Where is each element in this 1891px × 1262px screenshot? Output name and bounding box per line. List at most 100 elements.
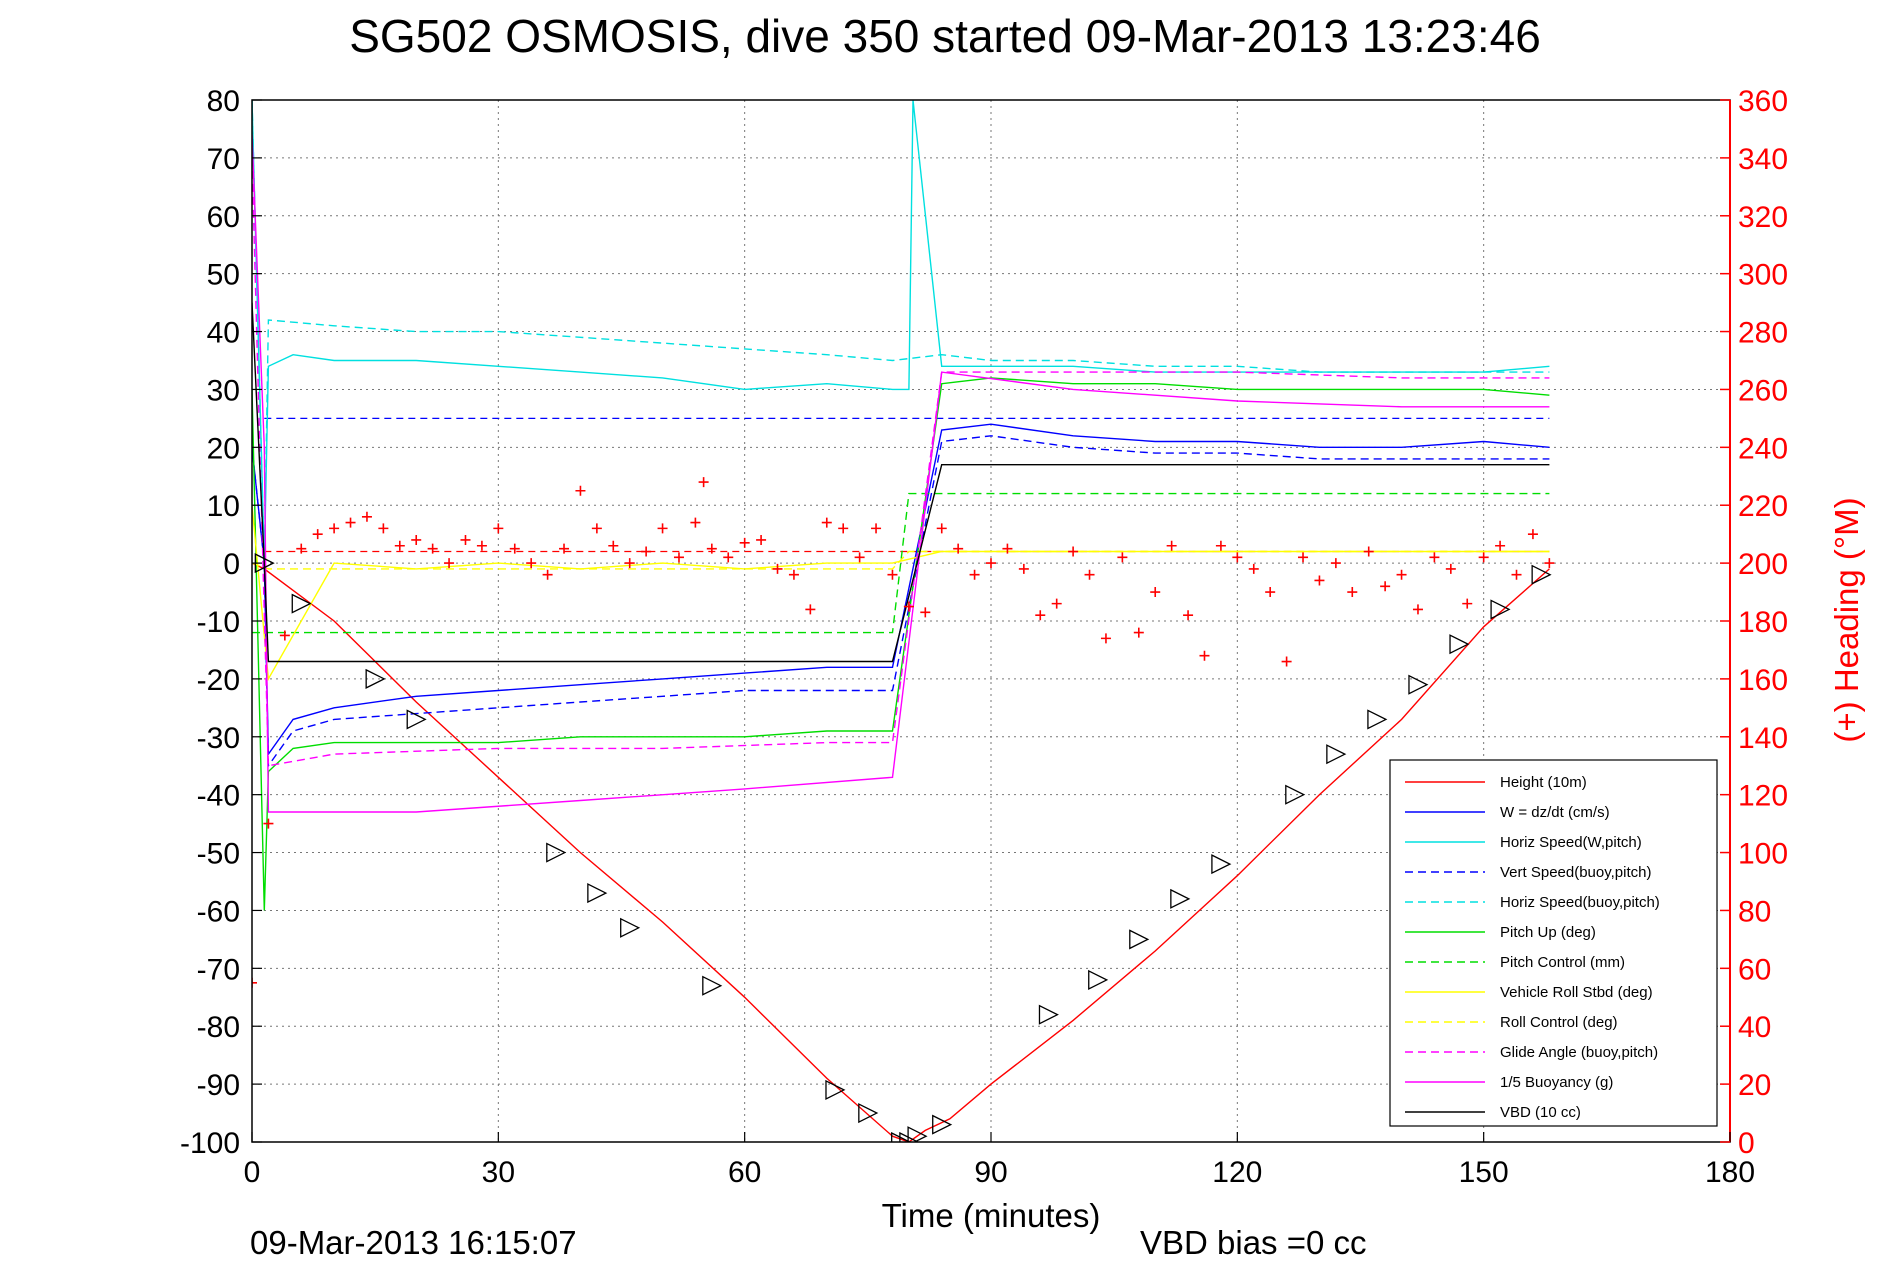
heading-point	[838, 523, 849, 534]
turn-marker	[1211, 854, 1232, 875]
x-tick-label: 60	[728, 1156, 761, 1189]
heading-point	[1412, 604, 1423, 615]
heading-point	[756, 534, 767, 545]
heading-point	[1462, 598, 1473, 609]
heading-point	[591, 523, 602, 534]
heading-point	[1298, 552, 1309, 563]
turn-marker	[1408, 674, 1429, 695]
heading-point	[460, 534, 471, 545]
heading-point	[526, 558, 537, 569]
heading-point	[493, 523, 504, 534]
heading-point	[1117, 552, 1128, 563]
y-tick-label: 30	[207, 374, 240, 407]
legend-entry-4: Horiz Speed(buoy,pitch)	[1500, 894, 1660, 911]
heading-point	[1100, 633, 1111, 644]
heading-point	[608, 540, 619, 551]
heading-point	[1330, 558, 1341, 569]
legend: Height (10m) W = dz/dt (cm/s) Horiz Speed(…	[1389, 759, 1718, 1127]
right-tick-label: 160	[1738, 664, 1788, 697]
series-line-11	[252, 302, 1550, 663]
heading-point	[1265, 587, 1276, 598]
y-tick-label: -90	[197, 1069, 240, 1102]
heading-point	[1183, 610, 1194, 621]
heading-point	[706, 543, 717, 554]
y-tick-label: -70	[197, 953, 240, 986]
series-line-3	[252, 435, 1550, 768]
y-tick-label: 0	[223, 548, 240, 581]
turn-marker	[1367, 709, 1388, 730]
legend-entry-7: Vehicle Roll Stbd (deg)	[1500, 984, 1653, 1001]
legend-box	[1389, 759, 1718, 1127]
series-line-5	[252, 377, 1550, 911]
heading-point	[1396, 569, 1407, 580]
turn-marker	[825, 1079, 846, 1100]
turn-marker	[1285, 784, 1306, 805]
heading-point	[854, 552, 865, 563]
y-tick-label: 50	[207, 259, 240, 292]
heading-point	[953, 543, 964, 554]
right-tick-label: 100	[1738, 838, 1788, 871]
heading-point	[1495, 540, 1506, 551]
legend-entry-3: Vert Speed(buoy,pitch)	[1500, 864, 1651, 881]
y-tick-label: -100	[180, 1127, 240, 1160]
heading-point	[1380, 581, 1391, 592]
series-line-6	[252, 492, 1550, 634]
right-tick-label: 200	[1738, 548, 1788, 581]
turn-marker	[702, 975, 723, 996]
x-tick-label: 180	[1705, 1156, 1755, 1189]
turn-marker	[365, 668, 386, 689]
heading-point	[871, 523, 882, 534]
x-tick-label: 150	[1459, 1156, 1509, 1189]
y-tick-label: 10	[207, 490, 240, 523]
legend-entry-0: Height (10m)	[1500, 774, 1587, 791]
heading-point	[1478, 552, 1489, 563]
series-line-7	[252, 505, 1550, 682]
heading-point	[1281, 656, 1292, 667]
right-tick-label: 340	[1738, 143, 1788, 176]
heading-point	[673, 552, 684, 563]
heading-point	[1232, 552, 1243, 563]
series-line-0	[252, 562, 1550, 1142]
y-tick-label: -10	[197, 606, 240, 639]
heading-point	[969, 569, 980, 580]
series-line-2	[252, 100, 1550, 564]
series-line-1	[252, 423, 1550, 757]
heading-point	[986, 558, 996, 569]
turn-marker	[932, 1114, 953, 1135]
heading-point	[1429, 552, 1440, 563]
turn-marker	[587, 883, 608, 904]
turn-marker	[406, 709, 427, 730]
heading-point	[920, 607, 931, 618]
y-tick-label: 80	[207, 85, 240, 118]
y-tick-label: -40	[197, 780, 240, 813]
heading-point	[772, 563, 783, 574]
legend-entry-8: Roll Control (deg)	[1500, 1014, 1618, 1031]
legend-entry-11: VBD (10 cc)	[1500, 1104, 1581, 1121]
heading-point	[329, 523, 340, 534]
heading-point	[1018, 563, 1029, 574]
right-tick-label: 40	[1738, 1011, 1771, 1044]
x-tick-label: 30	[482, 1156, 515, 1189]
heading-point	[361, 511, 372, 522]
series-line-10	[252, 134, 1550, 813]
right-tick-label: 360	[1738, 85, 1788, 118]
chart-title: SG502 OSMOSIS, dive 350 started 09-Mar-2…	[349, 10, 1541, 62]
heading-point	[739, 537, 750, 548]
heading-point	[887, 569, 898, 580]
x-tick-label: 90	[974, 1156, 1007, 1189]
x-tick-label: 0	[244, 1156, 261, 1189]
heading-point	[1166, 540, 1177, 551]
y-axis-left: 80 70 60 50 40 30 20 10 0 -10 -20 -30 -40 -50 -60 -70 -8…	[180, 85, 262, 1160]
heading-point	[821, 517, 832, 528]
turn-marker	[291, 593, 312, 614]
y-tick-label: 60	[207, 201, 240, 234]
heading-point	[1544, 558, 1555, 569]
heading-point	[509, 543, 520, 554]
turn-marker	[858, 1103, 879, 1124]
series-line-9	[252, 157, 1550, 767]
right-tick-label: 120	[1738, 780, 1788, 813]
y-tick-label: 20	[207, 432, 240, 465]
x-axis-label: Time (minutes)	[882, 1197, 1101, 1234]
heading-point	[1002, 543, 1013, 554]
